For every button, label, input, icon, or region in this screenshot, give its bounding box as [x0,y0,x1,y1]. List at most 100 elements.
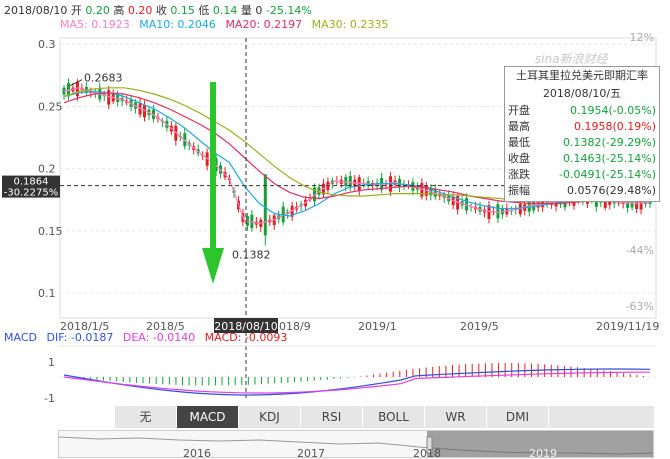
high-label: 高 [113,4,125,17]
candle-body [66,83,70,97]
tooltip-row-change: 涨跌 -0.0491(-25.14%) [508,168,656,181]
tab-kdj[interactable]: KDJ [239,406,301,428]
open-value: 0.20 [85,4,110,17]
y-tick-left: 0.25 [38,100,63,113]
candle-body [75,81,79,97]
info-bar: 2018/08/10 开 0.20 高 0.20 收 0.15 低 0.14 量… [4,2,312,18]
crosshair-date-box [214,318,278,333]
crosshair-price-box [2,175,60,198]
tab-filler [549,406,654,428]
candle-body [639,197,643,210]
crosshair-pct: -30.2275% [4,188,58,199]
ma-line-ma20 [63,92,650,205]
x-tick: 2019/5 [460,320,499,333]
tab-wr[interactable]: WR [425,406,487,428]
tooltip-row-low: 最低 0.1382(-29.29%) [508,136,656,149]
navigator-chart: 2016 2017 2018 2019 [59,431,654,458]
arrow-shaft [210,82,216,252]
candle-body [465,198,469,211]
ma-legend: MA5: 0.1923 MA10: 0.2046 MA20: 0.2197 MA… [60,18,394,31]
macd-value: MACD: -0.0093 [204,331,288,344]
tab-rsi[interactable]: RSI [301,406,363,428]
tooltip-close-value: 0.1463(-25.14%) [563,152,656,165]
macd-name: MACD [4,331,37,344]
ohlc-tooltip: 土耳其里拉兑美元即期汇率 2018/08/10/五 开盘 0.1954(-0.05… [504,66,660,202]
navigator-left-handle[interactable] [426,436,433,454]
tooltip-high-value: 0.1958(0.19%) [573,120,656,133]
tooltip-open-value: 0.1954(-0.05%) [570,104,656,117]
x-tick: 2018/9 [272,320,311,333]
vol-value: 0 [255,4,263,17]
info-date: 2018/08/10 [4,4,68,17]
candle-body [357,177,361,191]
tooltip-row-close: 收盘 0.1463(-25.14%) [508,152,656,165]
candle-body [107,89,111,105]
macd-tick: -1 [44,392,55,405]
x-tick: 2018/1/5 [60,320,109,333]
annotation-low: 0.1382 [232,249,271,262]
nav-year-2017: 2017 [297,447,325,458]
tab-boll[interactable]: BOLL [363,406,425,428]
time-navigator[interactable]: 2016 2017 2018 2019 [58,430,654,458]
low-value: 0.14 [212,4,238,17]
candle-body [487,205,491,220]
crosshair-date: 2018/08/10 [214,320,277,333]
tooltip-row-open: 开盘 0.1954(-0.05%) [508,104,656,117]
y-tick-left: 0.2 [38,163,56,176]
tooltip-low-value: 0.1382(-29.29%) [563,136,656,149]
tab-macd[interactable]: MACD [177,406,239,428]
close-value: 0.15 [170,4,195,17]
tab-spacer [58,406,115,428]
ma20-label: MA20: 0.2197 [225,18,303,31]
candle-body [174,125,178,141]
ma-line-ma5 [63,87,651,225]
arrow-head [202,248,224,284]
annotation-high: 0.2683 [84,72,123,85]
ma30-label: MA30: 0.2335 [311,18,389,31]
candle-body [626,196,630,208]
tooltip-row-high: 最高 0.1958(0.19%) [508,120,656,133]
x-tick: 2019/1 [358,320,397,333]
annotation-high-pointer [69,79,83,87]
tooltip-title: 土耳其里拉兑美元即期汇率 [516,69,648,82]
candle-body [532,199,536,211]
y-tick-right: -44% [626,244,654,257]
high-value: 0.20 [127,4,153,17]
macd-dif-line [63,368,651,396]
y-tick-left: 0.1 [38,287,56,300]
candle-body [648,200,652,204]
candle-body [456,195,460,210]
tab-none[interactable]: 无 [115,406,177,428]
change-value: -25.14% [265,4,312,17]
macd-dea-line [63,371,650,394]
x-tick: 2018/5 [146,320,185,333]
macd-dif: DIF: -0.0187 [46,331,114,344]
nav-year-2018: 2018 [413,447,441,458]
y-tick-left: 0.3 [38,38,56,51]
macd-legend: MACD DIF: -0.0187 DEA: -0.0140 MACD: -0.… [4,331,293,344]
indicator-tabs: 无 MACD KDJ RSI BOLL WR DMI [58,406,654,428]
candle-body [420,183,424,197]
candle-body [496,204,500,219]
macd-dea: DEA: -0.0140 [122,331,196,344]
ma10-label: MA10: 0.2046 [139,18,216,31]
tooltip-change-value: -0.0491(-25.14%) [559,168,656,181]
tooltip-amplitude-value: 0.0576(29.48%) [566,184,656,197]
candle-body [263,174,267,236]
y-tick-right: -63% [626,300,654,313]
tooltip-date: 2018/08/10/五 [542,87,622,100]
crosshair-price: 0.1864 [14,177,49,188]
close-label: 收 [155,4,167,17]
tooltip-row-amplitude: 振幅 0.0576(29.48%) [508,184,656,197]
ma5-label: MA5: 0.1923 [60,18,130,31]
nav-year-2016: 2016 [183,447,211,458]
navigator-window[interactable] [427,431,654,458]
watermark: sina新浪财经 [535,52,608,66]
vol-label: 量 [240,4,252,17]
tab-dmi[interactable]: DMI [487,406,549,428]
y-tick-right: 12% [630,31,654,44]
nav-year-2019: 2019 [529,447,557,458]
candle-body [527,199,531,212]
open-label: 开 [70,4,82,17]
y-tick-left: 0.15 [38,225,63,238]
